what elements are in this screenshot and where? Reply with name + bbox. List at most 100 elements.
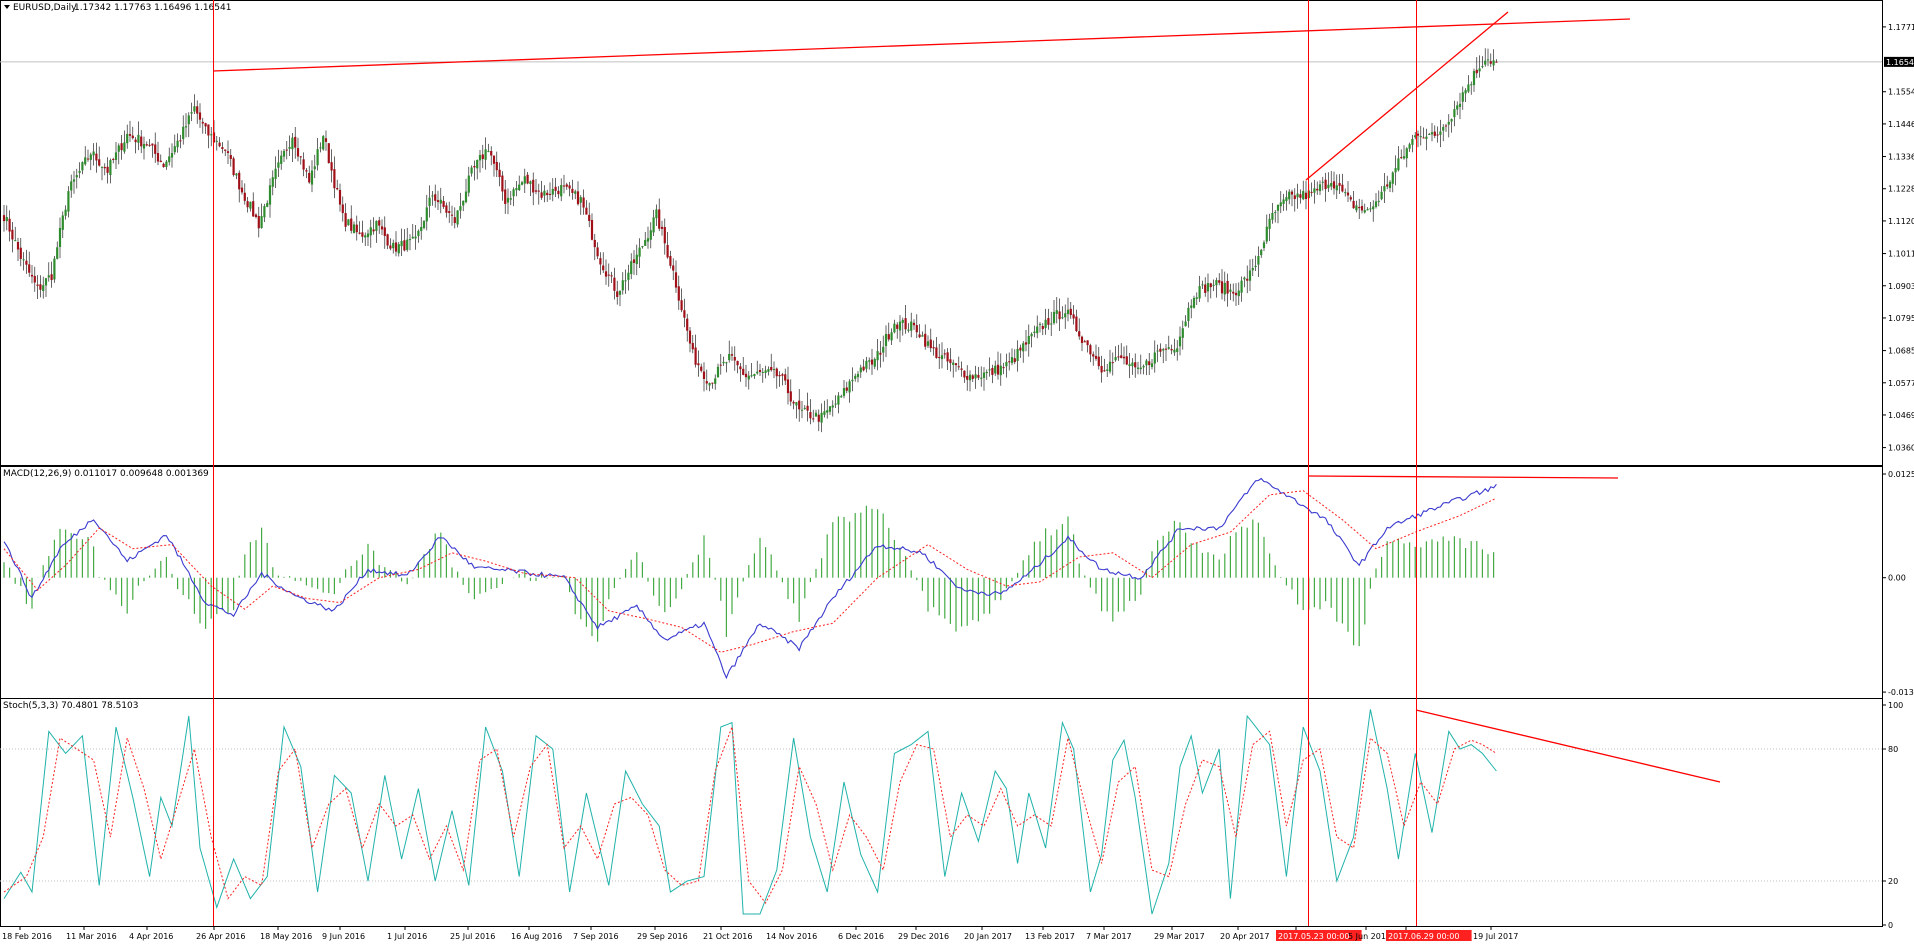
macd-axis: 0.012515 0.00 -0.013807 bbox=[1882, 470, 1914, 697]
candle bbox=[834, 395, 837, 408]
candle bbox=[221, 142, 224, 154]
candle bbox=[1358, 198, 1361, 219]
candle bbox=[974, 365, 977, 389]
candle bbox=[1187, 302, 1190, 328]
candle bbox=[632, 250, 636, 275]
candle bbox=[977, 366, 980, 381]
candle bbox=[294, 127, 297, 159]
time-tick-label: 18 Feb 2016 bbox=[2, 932, 52, 941]
candle bbox=[145, 141, 148, 147]
price-resistance-trendline[interactable] bbox=[212, 18, 1631, 72]
candle bbox=[574, 189, 577, 200]
candle bbox=[607, 263, 610, 287]
candle bbox=[1234, 283, 1238, 306]
candle bbox=[613, 267, 616, 300]
candle bbox=[352, 221, 356, 234]
candle bbox=[453, 207, 456, 229]
candle bbox=[1405, 147, 1408, 168]
candle bbox=[842, 380, 846, 399]
candle bbox=[971, 374, 974, 382]
highlighted-date-tag bbox=[1386, 930, 1472, 941]
candle bbox=[627, 264, 630, 291]
candle bbox=[800, 401, 804, 419]
candle bbox=[1117, 344, 1120, 361]
candle bbox=[1220, 269, 1224, 300]
candle bbox=[431, 191, 434, 206]
candle bbox=[140, 130, 143, 154]
macd-series bbox=[3, 477, 1497, 680]
candle bbox=[330, 149, 333, 183]
candle bbox=[1024, 330, 1028, 352]
candle bbox=[126, 124, 129, 149]
candle bbox=[708, 382, 711, 392]
candle bbox=[238, 170, 241, 203]
candle bbox=[792, 400, 795, 410]
candle bbox=[288, 135, 291, 157]
candle bbox=[579, 195, 582, 215]
time-tick-label: 11 Mar 2016 bbox=[66, 932, 117, 941]
candle bbox=[1400, 149, 1403, 160]
time-tick-label: 20 Apr 2017 bbox=[1220, 932, 1269, 941]
candle bbox=[481, 144, 484, 169]
chart-menu-arrow-icon[interactable] bbox=[4, 5, 10, 9]
candle bbox=[98, 146, 101, 167]
stoch-panel-frame bbox=[0, 698, 1883, 927]
candle bbox=[117, 143, 120, 165]
candle bbox=[778, 371, 781, 387]
drawing-objects[interactable] bbox=[212, 0, 1721, 926]
candle bbox=[392, 239, 395, 254]
candle bbox=[462, 200, 465, 212]
candle bbox=[120, 134, 123, 160]
time-tick-label: 29 Dec 2016 bbox=[898, 932, 949, 941]
candle bbox=[327, 143, 330, 164]
candle bbox=[1472, 68, 1476, 92]
candle bbox=[1349, 195, 1352, 202]
candle bbox=[1153, 340, 1156, 373]
candle bbox=[305, 168, 308, 179]
macd-flat-trendline[interactable] bbox=[1307, 475, 1619, 479]
candle bbox=[33, 266, 36, 292]
candle bbox=[929, 328, 932, 353]
candle bbox=[14, 226, 17, 242]
candle bbox=[590, 213, 594, 241]
candle bbox=[210, 126, 213, 147]
price-tick-label: 1.12285 bbox=[1888, 185, 1914, 194]
candle bbox=[445, 202, 448, 218]
candle bbox=[568, 181, 571, 197]
candle bbox=[100, 166, 104, 181]
candle bbox=[131, 126, 134, 140]
candle bbox=[492, 155, 496, 177]
candle bbox=[728, 340, 731, 363]
candle bbox=[1192, 295, 1196, 309]
candle bbox=[1044, 308, 1047, 335]
price-tick-label: 1.09030 bbox=[1888, 282, 1914, 291]
candle bbox=[520, 180, 524, 186]
candle bbox=[50, 261, 53, 288]
candle bbox=[798, 388, 801, 422]
candle bbox=[1013, 349, 1016, 365]
candle bbox=[1005, 353, 1008, 378]
candle bbox=[949, 348, 952, 372]
candle bbox=[1268, 213, 1271, 242]
candle bbox=[982, 367, 986, 391]
candle bbox=[876, 338, 879, 371]
candle bbox=[663, 218, 666, 255]
candle bbox=[904, 304, 907, 334]
price-rising-trendline[interactable] bbox=[1305, 11, 1509, 181]
candle bbox=[576, 181, 580, 206]
candle bbox=[910, 312, 913, 338]
price-panel-title: EURUSD,Daily bbox=[13, 3, 77, 13]
candle bbox=[733, 346, 736, 371]
candle bbox=[616, 280, 619, 305]
candle bbox=[582, 189, 585, 215]
stoch-falling-trendline[interactable] bbox=[1415, 709, 1721, 783]
candle bbox=[688, 326, 692, 353]
candle bbox=[781, 372, 784, 386]
candle bbox=[1453, 100, 1456, 127]
candle bbox=[1344, 188, 1347, 197]
candle bbox=[921, 331, 924, 337]
candle bbox=[72, 170, 76, 194]
candle bbox=[1470, 81, 1473, 95]
